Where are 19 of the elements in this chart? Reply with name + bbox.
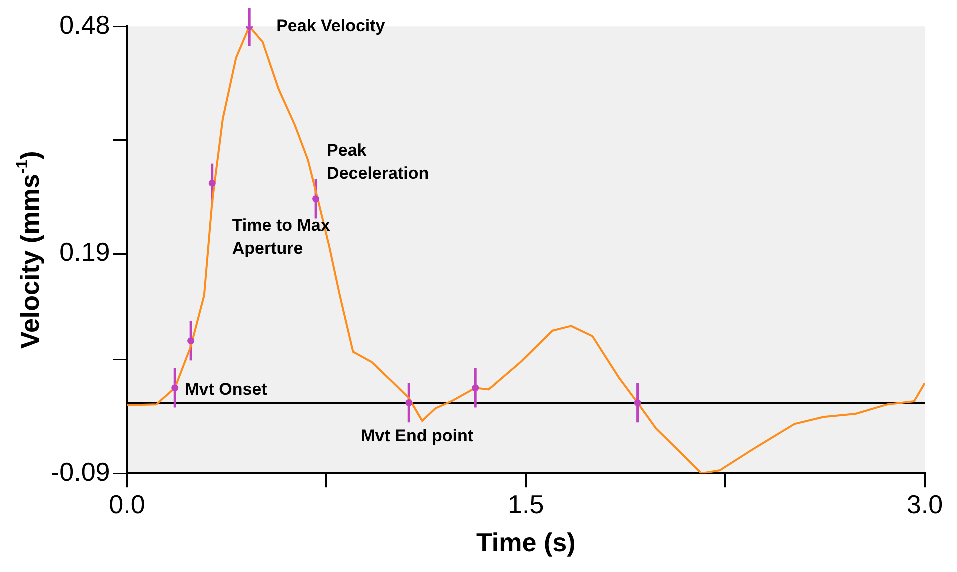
y-tick-label: 0.19 <box>60 237 110 268</box>
point <box>406 400 413 407</box>
annotation: Peak Deceleration <box>327 140 430 183</box>
annotation: Peak Velocity <box>276 16 386 36</box>
x-tick-label: 0.0 <box>109 489 146 520</box>
x-axis-title: Time (s) <box>476 528 576 558</box>
point <box>472 384 480 392</box>
x-tick-label: 3.0 <box>906 489 944 520</box>
x-tick-label: 1.5 <box>508 489 544 520</box>
point <box>188 338 195 345</box>
point <box>634 400 642 407</box>
annotation: Mvt End point <box>361 426 474 446</box>
point <box>172 384 179 392</box>
y-tick-label: 0.48 <box>60 10 110 40</box>
point <box>208 180 216 187</box>
y-tick-label: -0.09 <box>50 456 110 487</box>
y-axis-title: Velocity (mms-1) <box>14 151 46 349</box>
point <box>312 196 320 203</box>
annotation: Mvt Onset <box>185 380 268 399</box>
